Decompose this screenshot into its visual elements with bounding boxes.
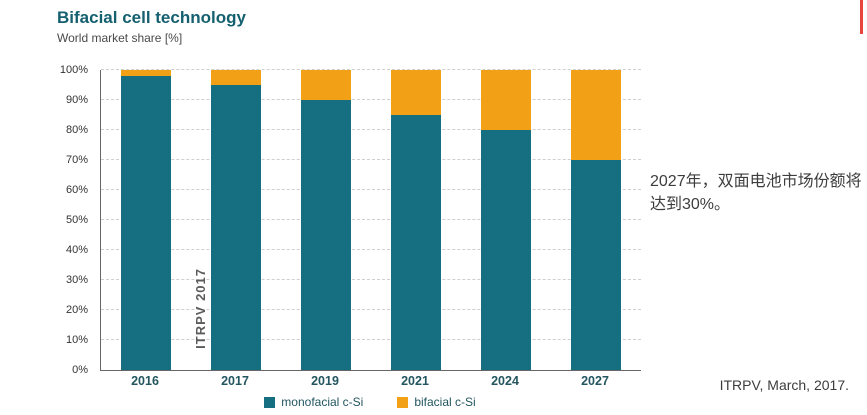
legend-item-monofacial-c-Si: monofacial c-Si [264, 395, 363, 409]
x-tick-label-2027: 2027 [581, 374, 609, 388]
stacked-bar [391, 70, 441, 370]
plot-area [100, 69, 641, 371]
y-tick-label: 10% [65, 334, 88, 346]
segment-monofacial-c-Si [481, 130, 531, 370]
y-tick-label: 80% [65, 124, 88, 136]
legend-item-bifacial-c-Si: bifacial c-Si [397, 395, 476, 409]
stacked-bar [301, 70, 351, 370]
x-tick-label-2024: 2024 [491, 374, 519, 388]
y-tick-label: 50% [65, 214, 88, 226]
bar-2024 [461, 70, 551, 370]
bar-2016 [101, 70, 191, 370]
chart-subtitle: World market share [%] [57, 31, 183, 45]
segment-bifacial-c-Si [481, 70, 531, 130]
segment-bifacial-c-Si [571, 70, 621, 160]
segment-bifacial-c-Si [301, 70, 351, 100]
y-tick-label: 90% [65, 94, 88, 106]
y-tick-label: 40% [65, 244, 88, 256]
y-tick-label: 20% [65, 304, 88, 316]
stacked-bar [121, 70, 171, 370]
legend: monofacial c-Si bifacial c-Si [100, 395, 640, 409]
stacked-bar [481, 70, 531, 370]
x-tick-label-2019: 2019 [311, 374, 339, 388]
segment-monofacial-c-Si [301, 100, 351, 370]
bar-2019 [281, 70, 371, 370]
legend-label: bifacial c-Si [414, 395, 476, 409]
x-tick-label-2016: 2016 [131, 374, 159, 388]
y-tick-label: 30% [65, 274, 88, 286]
segment-monofacial-c-Si [391, 115, 441, 370]
legend-label: monofacial c-Si [281, 395, 364, 409]
annotation-text: 2027年，双面电池市场份额将达到30%。 [650, 173, 862, 214]
stacked-bar [211, 70, 261, 370]
legend-swatch [397, 396, 409, 408]
segment-bifacial-c-Si [391, 70, 441, 115]
segment-bifacial-c-Si [121, 70, 171, 76]
stacked-bar [571, 70, 621, 370]
bar-2027 [551, 70, 641, 370]
watermark: ITRPV 2017 [193, 268, 208, 349]
chart-title: Bifacial cell technology [57, 8, 246, 27]
red-edge-mark [860, 0, 863, 34]
source-text: ITRPV, March, 2017. [719, 377, 849, 393]
legend-swatch [264, 396, 276, 408]
segment-monofacial-c-Si [211, 85, 261, 370]
y-axis-labels: 0% 10% 20% 30% 40% 50% 60% 70% 80% 90% 100% [52, 64, 96, 376]
bar-2017 [191, 70, 281, 370]
x-tick-label-2017: 2017 [221, 374, 249, 388]
y-tick-label: 70% [65, 154, 88, 166]
segment-monofacial-c-Si [121, 76, 171, 370]
y-tick-label: 100% [59, 64, 88, 76]
y-tick-label: 0% [72, 364, 88, 376]
y-tick-label: 60% [65, 184, 88, 196]
bar-2021 [371, 70, 461, 370]
x-axis-labels: 2016 2017 2019 2021 2024 2027 [100, 374, 640, 388]
segment-bifacial-c-Si [211, 70, 261, 85]
x-tick-label-2021: 2021 [401, 374, 429, 388]
segment-monofacial-c-Si [571, 160, 621, 370]
